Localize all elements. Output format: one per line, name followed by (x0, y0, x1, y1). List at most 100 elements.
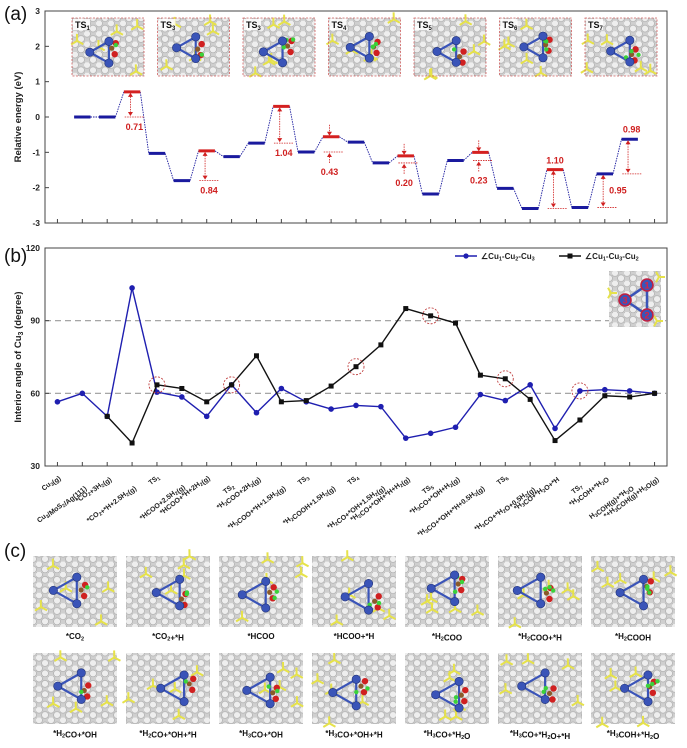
structure-label: *H2COOH (615, 632, 651, 643)
label-part: COO (444, 634, 462, 643)
h-atom (544, 47, 548, 51)
h-atom (655, 679, 659, 683)
cu-atom (364, 606, 372, 614)
category-label: *H2COO+*H+1.5H2(g) (227, 483, 288, 533)
o-atom (373, 50, 379, 56)
h-atom (650, 682, 654, 686)
label-part: *H (607, 729, 616, 738)
cu-atom (192, 54, 200, 62)
cu-atom (536, 573, 544, 581)
o-atom (461, 698, 467, 704)
barrier-value: 1.10 (546, 156, 564, 166)
cu-atom (278, 37, 286, 45)
h-atom (85, 585, 89, 589)
series-segment (605, 396, 630, 397)
legend-part: ∠Cu (481, 252, 499, 261)
series-segment (406, 433, 431, 438)
h-atom (275, 689, 279, 693)
series-segment (580, 390, 605, 391)
structure-label: *H3CO+*OH+*H (325, 729, 383, 740)
structure-cell: *H3CO+*H2O (405, 653, 489, 741)
label-part: CO+*OH (251, 731, 283, 740)
legend-part: ∠Cu (585, 252, 603, 261)
structure-label: *H3CO+*OH (239, 729, 283, 740)
cu-atom-number: 2 (644, 311, 649, 321)
o-atom (189, 687, 195, 693)
legend-subscript: 3 (532, 257, 535, 263)
cu-atom-number: 1 (644, 281, 649, 291)
c-atom (179, 596, 184, 601)
s-bond (602, 724, 608, 727)
barrier-value: 0.95 (609, 186, 627, 196)
structure-label: *H3COH+*H2O (607, 729, 660, 741)
data-point-square (553, 438, 558, 443)
cu-atom (520, 43, 528, 51)
h-atom (645, 587, 649, 591)
label-part: *H (424, 729, 433, 738)
data-point-square (453, 321, 458, 326)
cu-atom-number: 3 (622, 296, 627, 306)
energy-connector (290, 106, 298, 152)
label-part: CO+*OH+*H (151, 731, 197, 740)
cu-atom (452, 36, 460, 44)
h-atom (543, 587, 547, 591)
h-atom (453, 590, 457, 594)
arrow-head (203, 152, 208, 156)
inset-substrate (609, 271, 661, 327)
energy-connectors (91, 92, 622, 209)
energy-connector (265, 106, 273, 143)
cu-atom (450, 597, 458, 605)
cu-atom (175, 602, 183, 610)
y-tick-label: 60 (31, 388, 41, 398)
arrow-head (402, 164, 407, 168)
cu-atom (105, 37, 113, 45)
structure-image (405, 556, 489, 627)
category-label: TS1 (148, 474, 163, 488)
legend-label: ∠Cu1-Cu2-Cu3 (481, 252, 535, 263)
cu-atom (73, 573, 81, 581)
label-part: O(g) (645, 476, 661, 490)
data-point-square (179, 386, 184, 391)
structure-cell: *H2CO+*OH (33, 650, 120, 739)
cu-atom (616, 588, 624, 596)
series-segment (505, 379, 530, 400)
label-part: *H (139, 729, 148, 738)
structure-cell: *H2COO+*H (498, 556, 582, 643)
label-part: CO+*H (436, 731, 462, 740)
cu-atom (539, 54, 547, 62)
label-part: O+*H (543, 476, 561, 492)
data-point-circle (453, 424, 459, 430)
c-atom (358, 684, 363, 689)
energy-connector (414, 156, 422, 194)
cu-atom (180, 697, 188, 705)
barrier-value: 0.43 (321, 167, 339, 177)
data-point-square (304, 398, 309, 403)
substrate-lattice (33, 653, 117, 724)
cu-atom (346, 43, 354, 51)
o-atom (81, 593, 87, 599)
label-part: COOH (627, 634, 651, 643)
h-atom (454, 695, 458, 699)
data-point-square (478, 373, 483, 378)
ts-label-main: TS (588, 20, 600, 30)
arrow-head (402, 151, 407, 155)
o-atom (112, 51, 118, 57)
cu-atom (259, 48, 267, 56)
cu-atom (266, 699, 274, 707)
ts-label-main: TS (503, 20, 515, 30)
structure-label: *H2CO+*OH+*H (139, 729, 197, 740)
structure-cell: *H3COH+*H2O (591, 653, 675, 741)
y-tick-label: 1 (35, 77, 40, 87)
panel-c-structures: (c) *CO2*CO2+*H*HCOO*HCOO+*H*H2COO*H2COO… (4, 541, 677, 741)
arrow-head (327, 153, 332, 157)
cu-atom (518, 682, 526, 690)
cu-atom (364, 579, 372, 587)
y-axis-title-b: Interior angle of Cu3 (degree) (13, 291, 25, 422)
ts-label-main: TS (161, 20, 173, 30)
h-atom (460, 580, 464, 584)
cu-atom (329, 688, 337, 696)
h-atom (275, 589, 279, 593)
